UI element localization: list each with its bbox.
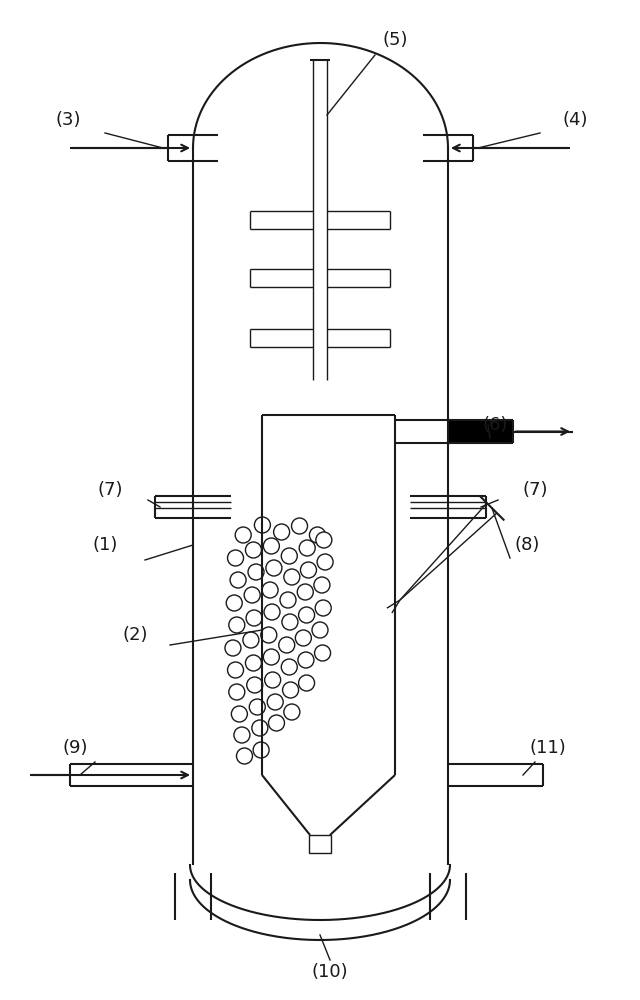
Circle shape	[312, 622, 328, 638]
Circle shape	[315, 600, 332, 616]
Text: (5): (5)	[382, 31, 408, 49]
Circle shape	[236, 527, 252, 543]
Circle shape	[284, 569, 300, 585]
Circle shape	[254, 517, 270, 533]
Circle shape	[317, 554, 333, 570]
Circle shape	[225, 640, 241, 656]
Bar	[309, 835, 331, 853]
Circle shape	[274, 524, 290, 540]
Circle shape	[252, 720, 268, 736]
Circle shape	[297, 584, 314, 600]
Circle shape	[282, 548, 298, 564]
Circle shape	[229, 617, 245, 633]
Circle shape	[296, 630, 312, 646]
Circle shape	[310, 527, 326, 543]
Circle shape	[246, 542, 262, 558]
Circle shape	[298, 652, 314, 668]
Circle shape	[246, 610, 262, 626]
Text: (4): (4)	[563, 111, 588, 129]
Circle shape	[284, 704, 300, 720]
Circle shape	[250, 699, 266, 715]
Circle shape	[314, 577, 330, 593]
Circle shape	[282, 659, 298, 675]
Circle shape	[300, 540, 315, 556]
Circle shape	[237, 748, 253, 764]
Circle shape	[264, 649, 280, 665]
Text: (7): (7)	[97, 481, 123, 499]
Text: (7): (7)	[522, 481, 548, 499]
Circle shape	[283, 682, 298, 698]
Circle shape	[230, 572, 246, 588]
Circle shape	[269, 715, 285, 731]
Circle shape	[228, 550, 243, 566]
Circle shape	[298, 675, 315, 691]
Circle shape	[232, 706, 248, 722]
Text: (9): (9)	[62, 739, 88, 757]
Circle shape	[264, 604, 280, 620]
Circle shape	[262, 582, 278, 598]
Circle shape	[244, 587, 260, 603]
Circle shape	[316, 532, 332, 548]
Circle shape	[243, 632, 259, 648]
Circle shape	[227, 595, 243, 611]
Circle shape	[282, 614, 298, 630]
Text: (6): (6)	[483, 416, 508, 434]
Text: (10): (10)	[312, 963, 348, 981]
Circle shape	[298, 607, 315, 623]
Circle shape	[268, 694, 283, 710]
Circle shape	[279, 637, 295, 653]
Circle shape	[280, 592, 296, 608]
Text: (1): (1)	[92, 536, 118, 554]
Circle shape	[292, 518, 308, 534]
Text: (3): (3)	[55, 111, 81, 129]
Circle shape	[261, 627, 277, 643]
Circle shape	[264, 538, 280, 554]
Circle shape	[246, 655, 262, 671]
Circle shape	[315, 645, 331, 661]
Circle shape	[253, 742, 269, 758]
Text: (11): (11)	[530, 739, 566, 757]
Circle shape	[248, 564, 264, 580]
Circle shape	[228, 662, 243, 678]
Circle shape	[234, 727, 250, 743]
Circle shape	[301, 562, 317, 578]
Circle shape	[265, 672, 280, 688]
Circle shape	[229, 684, 245, 700]
Bar	[448, 420, 513, 443]
Text: (8): (8)	[515, 536, 540, 554]
Text: (2): (2)	[122, 626, 148, 644]
Circle shape	[247, 677, 263, 693]
Circle shape	[266, 560, 282, 576]
